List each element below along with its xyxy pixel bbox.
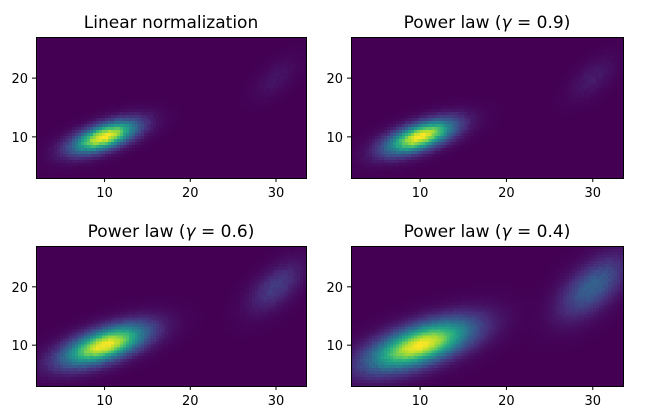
title-suffix: = 0.4) bbox=[512, 222, 571, 242]
x-tick-label: 30 bbox=[268, 186, 285, 201]
title-prefix: Power law ( bbox=[88, 222, 186, 242]
title-gamma: γ bbox=[502, 222, 513, 242]
subplot-title: Power law (γ = 0.4) bbox=[404, 222, 571, 242]
y-tick-label: 20 bbox=[11, 72, 28, 87]
x-tick-label: 30 bbox=[268, 394, 285, 409]
x-tick-label: 30 bbox=[585, 186, 602, 201]
axes-frame bbox=[351, 246, 624, 387]
subplot-title: Power law (γ = 0.6) bbox=[88, 222, 255, 242]
y-tick-label: 20 bbox=[326, 281, 343, 296]
y-tick-label: 10 bbox=[326, 131, 343, 146]
subplot-2: Power law (γ = 0.9) 10 20 30 10 20 bbox=[326, 13, 624, 201]
x-tick-label: 20 bbox=[498, 186, 515, 201]
heatmap-image bbox=[36, 37, 306, 178]
title-prefix: Power law ( bbox=[404, 13, 502, 33]
x-tick-label: 10 bbox=[96, 186, 113, 201]
heatmap-image bbox=[36, 246, 306, 386]
y-tick-label: 10 bbox=[326, 339, 343, 354]
title-prefix: Power law ( bbox=[404, 222, 502, 242]
y-tick-label: 20 bbox=[326, 72, 343, 87]
x-tick-label: 20 bbox=[182, 394, 199, 409]
heatmap-image bbox=[351, 37, 623, 178]
title-gamma: γ bbox=[186, 222, 197, 242]
x-tick-label: 20 bbox=[498, 394, 515, 409]
subplot-title: Linear normalization bbox=[84, 13, 258, 33]
axes-frame bbox=[36, 246, 307, 387]
subplot-title: Power law (γ = 0.9) bbox=[404, 13, 571, 33]
y-tick-label: 10 bbox=[11, 131, 28, 146]
y-tick-label: 10 bbox=[11, 339, 28, 354]
subplot-4: Power law (γ = 0.4) 10 20 30 10 20 bbox=[326, 222, 624, 409]
x-tick-label: 30 bbox=[585, 394, 602, 409]
subplot-1: Linear normalization 10 20 30 10 20 bbox=[11, 13, 307, 201]
heatmap-image bbox=[351, 246, 623, 386]
x-tick-label: 10 bbox=[96, 394, 113, 409]
axes-frame bbox=[36, 37, 307, 179]
axes-frame bbox=[351, 37, 624, 179]
y-tick-label: 20 bbox=[11, 281, 28, 296]
subplot-3: Power law (γ = 0.6) 10 20 30 10 20 bbox=[11, 222, 307, 409]
title-gamma: γ bbox=[502, 13, 513, 33]
x-tick-label: 10 bbox=[412, 186, 429, 201]
x-tick-label: 10 bbox=[412, 394, 429, 409]
x-tick-label: 20 bbox=[182, 186, 199, 201]
title-suffix: = 0.6) bbox=[196, 222, 255, 242]
title-suffix: = 0.9) bbox=[512, 13, 571, 33]
